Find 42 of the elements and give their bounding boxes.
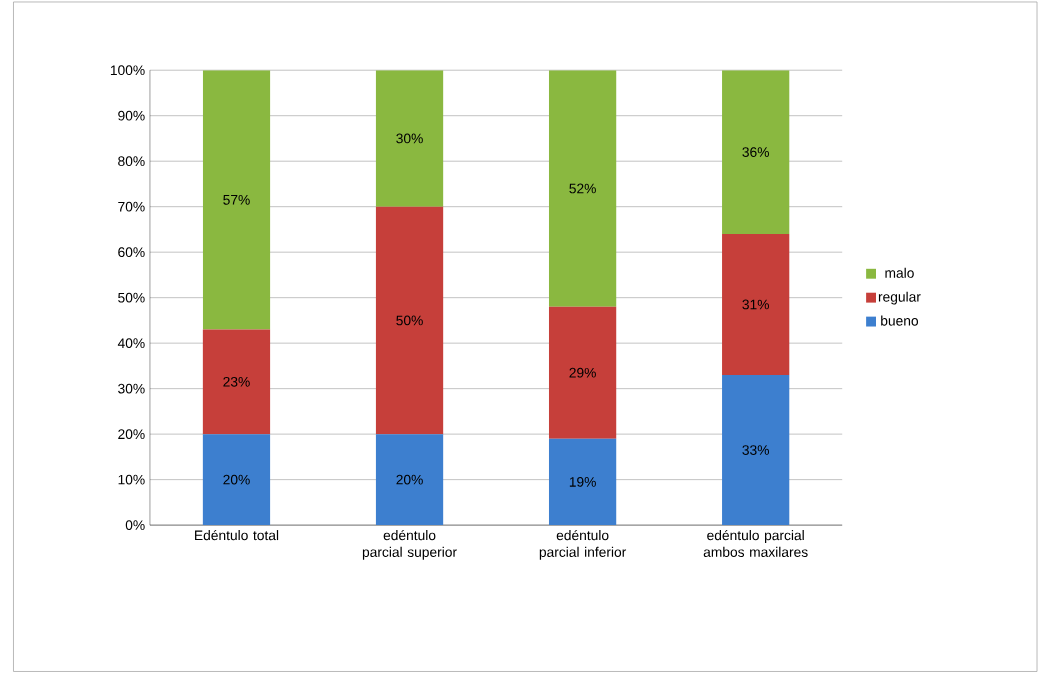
y-tick-label: 10% [118, 474, 145, 485]
bar [202, 433, 271, 525]
y-tick-label: 20% [118, 429, 145, 439]
legend-label: malo [885, 267, 914, 278]
y-tick-label: 100% [110, 65, 145, 75]
bar [548, 438, 617, 525]
bar [375, 69, 444, 207]
data-label: 20% [223, 474, 250, 485]
data-label: 52% [569, 183, 596, 194]
y-tick-label: 90% [118, 110, 145, 121]
data-label: 23% [223, 376, 250, 387]
bar [548, 306, 617, 439]
y-tick-label: 80% [118, 156, 145, 166]
bar [548, 69, 617, 307]
bar [722, 233, 790, 375]
x-tick-label: edéntulo parcial superior [362, 529, 457, 560]
y-tick-label: 70% [118, 201, 145, 212]
bar [202, 329, 271, 434]
y-tick-label: 50% [118, 292, 145, 303]
y-tick-label: 60% [118, 247, 145, 257]
data-label: 36% [742, 146, 769, 157]
legend-label: bueno [881, 315, 919, 326]
data-label: 19% [569, 476, 596, 487]
bar [375, 206, 444, 434]
x-tick-label: Edéntulo total [195, 529, 279, 540]
legend-label: regular [878, 291, 921, 305]
bar [202, 69, 271, 330]
data-label: 57% [223, 194, 250, 205]
y-tick-label: 40% [117, 338, 145, 348]
x-tick-label: edéntulo parcial ambos maxilares [703, 529, 808, 557]
data-label: 33% [742, 444, 769, 455]
data-label: 29% [569, 367, 596, 378]
bar [375, 433, 444, 525]
data-label: 20% [396, 474, 423, 485]
bar [722, 374, 790, 525]
data-label: 31% [742, 299, 769, 310]
y-tick-label: 30% [118, 383, 145, 394]
data-label: 50% [396, 315, 423, 326]
bar [722, 69, 790, 234]
x-tick-label: edéntulo parcial inferior [539, 529, 627, 560]
data-label: 30% [396, 133, 423, 144]
y-tick-label: 0% [125, 520, 145, 530]
